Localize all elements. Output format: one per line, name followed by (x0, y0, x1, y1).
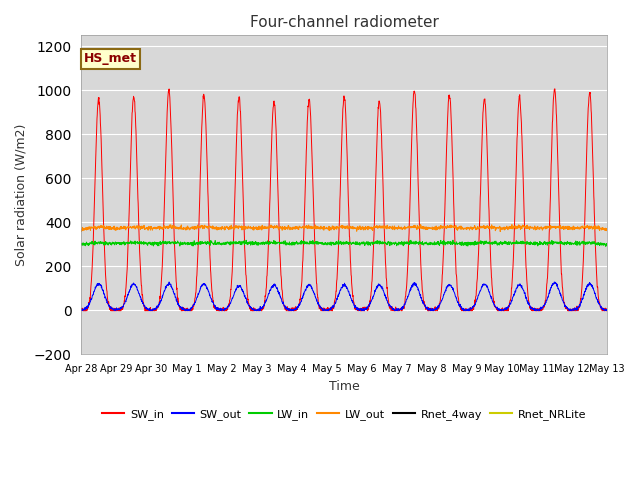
Text: HS_met: HS_met (84, 52, 137, 65)
Legend: SW_in, SW_out, LW_in, LW_out, Rnet_4way, Rnet_NRLite: SW_in, SW_out, LW_in, LW_out, Rnet_4way,… (98, 405, 591, 424)
X-axis label: Time: Time (329, 380, 360, 393)
Title: Four-channel radiometer: Four-channel radiometer (250, 15, 438, 30)
Y-axis label: Solar radiation (W/m2): Solar radiation (W/m2) (15, 124, 28, 266)
